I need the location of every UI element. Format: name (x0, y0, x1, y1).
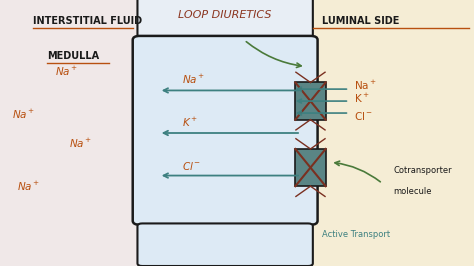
Text: Na$^+$: Na$^+$ (12, 108, 35, 121)
Text: Cl$^-$: Cl$^-$ (182, 160, 201, 172)
Text: Na$^+$: Na$^+$ (182, 73, 205, 86)
Text: K$^+$: K$^+$ (182, 116, 198, 129)
Text: Cotransporter: Cotransporter (393, 166, 452, 175)
Text: Na$^+$: Na$^+$ (354, 78, 377, 92)
FancyBboxPatch shape (137, 0, 313, 37)
Text: Na$^+$: Na$^+$ (69, 137, 92, 150)
Text: MEDULLA: MEDULLA (47, 51, 100, 61)
Text: INTERSTITIAL FLUID: INTERSTITIAL FLUID (33, 16, 142, 26)
FancyBboxPatch shape (137, 223, 313, 266)
Text: Cl$^-$: Cl$^-$ (354, 110, 373, 122)
Text: molecule: molecule (393, 187, 432, 196)
Text: K$^+$: K$^+$ (354, 92, 370, 105)
Bar (295, 149, 326, 186)
Bar (0, 0, 310, 266)
Text: LOOP DIURETICS: LOOP DIURETICS (178, 10, 272, 20)
Text: Na$^+$: Na$^+$ (17, 180, 40, 193)
Bar (310, 0, 474, 266)
Bar (295, 82, 326, 120)
Text: Active Transport: Active Transport (322, 230, 391, 239)
FancyBboxPatch shape (133, 36, 318, 225)
Text: Na$^+$: Na$^+$ (55, 65, 78, 78)
Text: LUMINAL SIDE: LUMINAL SIDE (322, 16, 400, 26)
